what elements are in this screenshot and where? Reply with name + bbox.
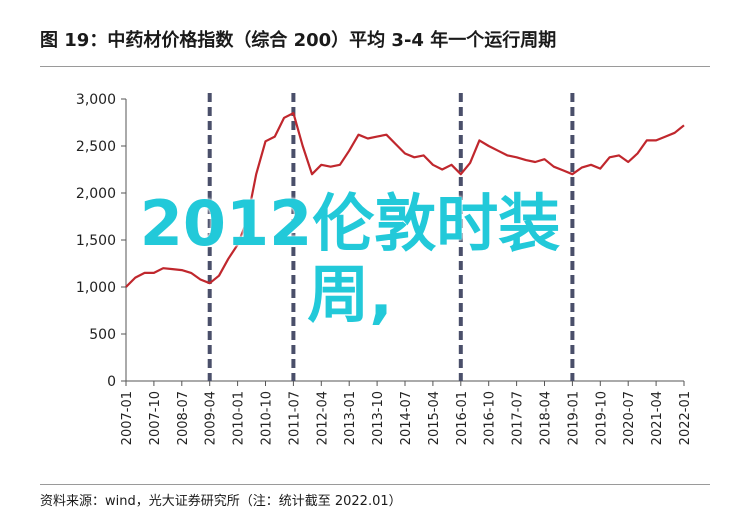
x-tick-label: 2015-04 <box>427 391 442 445</box>
y-tick-label: 2,500 <box>76 139 116 155</box>
overlay-line-2: 周, <box>307 258 393 332</box>
y-tick-label: 3,000 <box>76 92 116 108</box>
x-tick-label: 2010-01 <box>232 391 247 445</box>
x-tick-label: 2016-10 <box>483 391 498 445</box>
top-divider <box>40 66 710 67</box>
x-tick-label: 2014-07 <box>399 391 414 445</box>
y-tick-label: 500 <box>89 327 116 343</box>
x-tick-label: 2011-07 <box>287 391 302 445</box>
y-tick-label: 1,500 <box>76 233 116 249</box>
x-tick-label: 2009-04 <box>204 391 219 445</box>
watermark-overlay-text: 2012伦敦时装 周, <box>70 188 630 331</box>
x-tick-label: 2013-01 <box>343 391 358 445</box>
x-tick-label: 2012-04 <box>315 391 330 445</box>
x-tick-label: 2008-07 <box>176 391 191 445</box>
x-tick-label: 2007-01 <box>120 391 135 445</box>
y-tick-label: 0 <box>107 374 116 390</box>
x-tick-label: 2013-10 <box>371 391 386 445</box>
chart-title: 图 19：中药材价格指数（综合 200）平均 3-4 年一个运行周期 <box>40 30 557 51</box>
cycle-marker-lines <box>207 93 575 381</box>
source-note: 资料来源：wind，光大证券研究所（注：统计截至 2022.01） <box>40 494 402 509</box>
x-tick-label: 2018-04 <box>539 391 554 445</box>
x-tick-label: 2010-10 <box>260 391 275 445</box>
x-tick-label: 2016-01 <box>455 391 470 445</box>
x-tick-label: 2019-01 <box>566 391 581 445</box>
bottom-divider <box>40 484 710 485</box>
y-tick-label: 2,000 <box>76 186 116 202</box>
series-layer <box>125 111 685 288</box>
overlay-line-1: 2012伦敦时装 <box>139 187 561 260</box>
y-axis: 0 500 1,000 1,500 2,000 2,500 3,000 <box>76 92 127 390</box>
x-tick-label: 2020-07 <box>622 391 637 445</box>
x-tick-label: 2017-07 <box>511 391 526 445</box>
x-axis: 2007-01 2007-10 2008-07 2009-04 2010-01 2010-… <box>120 380 693 445</box>
x-tick-label: 2007-10 <box>148 391 163 445</box>
x-tick-label: 2021-04 <box>650 391 665 445</box>
x-tick-label: 2022-01 <box>678 391 693 445</box>
series-line-price-index <box>125 111 685 288</box>
y-tick-label: 1,000 <box>76 280 116 296</box>
x-tick-label: 2019-10 <box>594 391 609 445</box>
